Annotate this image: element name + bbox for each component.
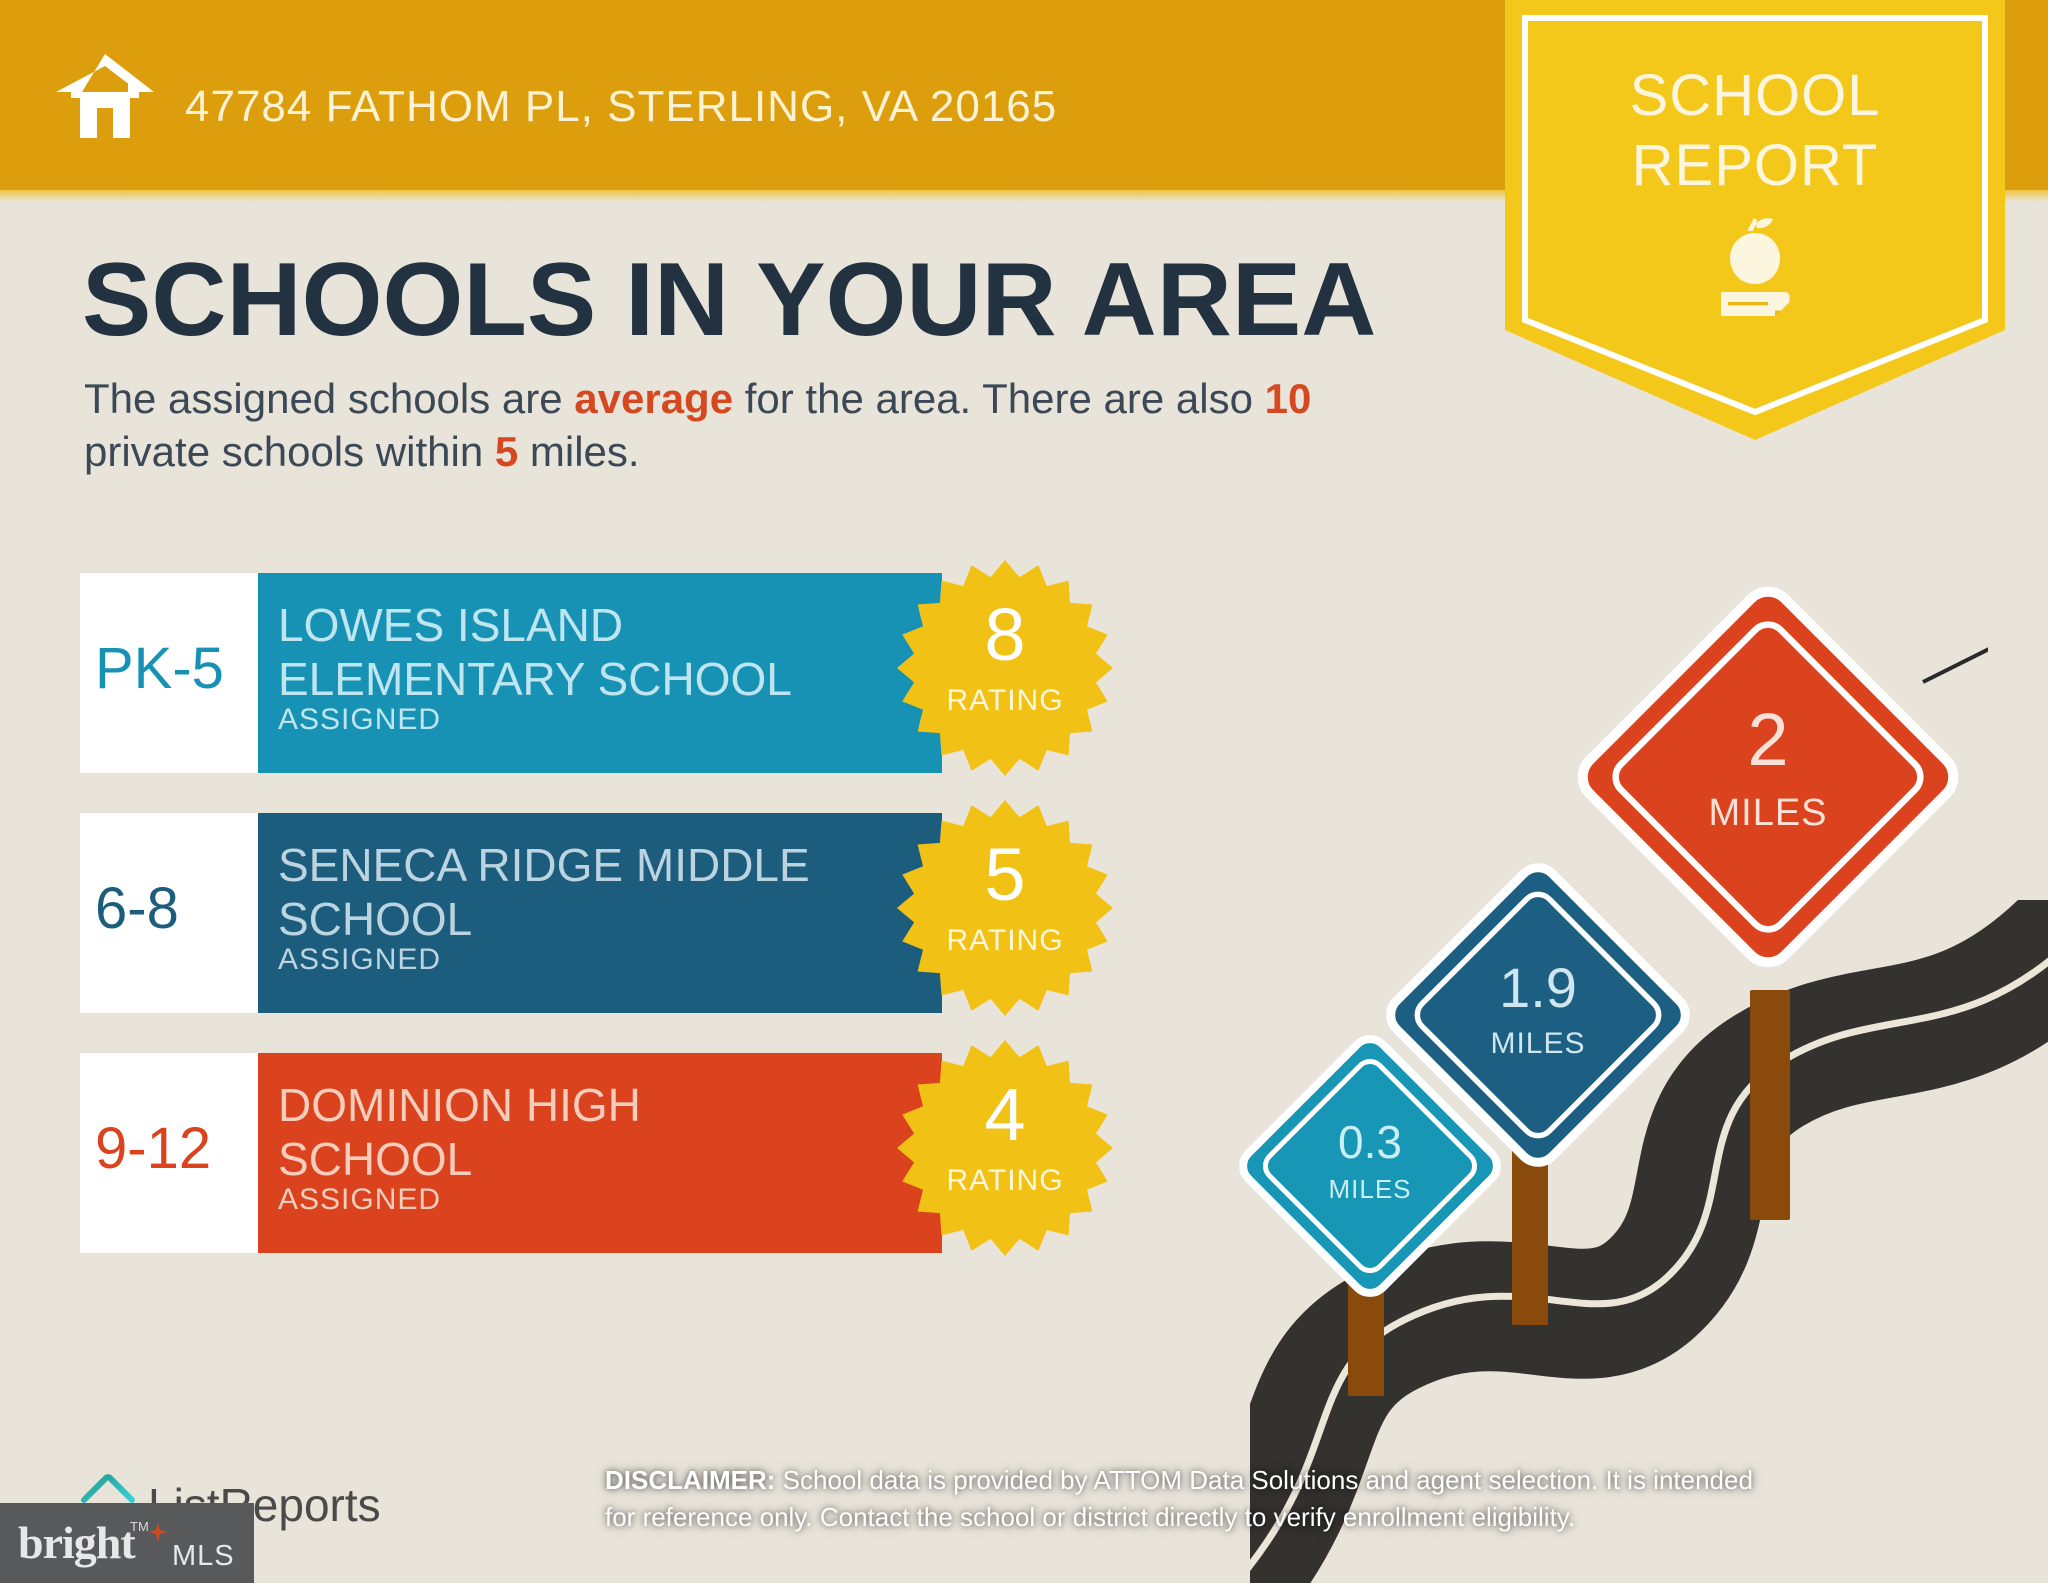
svg-text:MILES: MILES [1490,1027,1585,1060]
svg-text:RATING: RATING [946,924,1063,957]
svg-text:4: 4 [984,1073,1025,1156]
svg-text:SCHOOL: SCHOOL [1630,63,1881,128]
svg-text:REPORT: REPORT [1632,133,1879,198]
svg-text:MILES: MILES [1708,792,1827,834]
svg-text:5: 5 [984,833,1025,916]
svg-text:8: 8 [984,593,1025,676]
svg-text:RATING: RATING [946,1164,1063,1197]
svg-text:RATING: RATING [946,684,1063,717]
svg-text:2: 2 [1747,698,1788,781]
